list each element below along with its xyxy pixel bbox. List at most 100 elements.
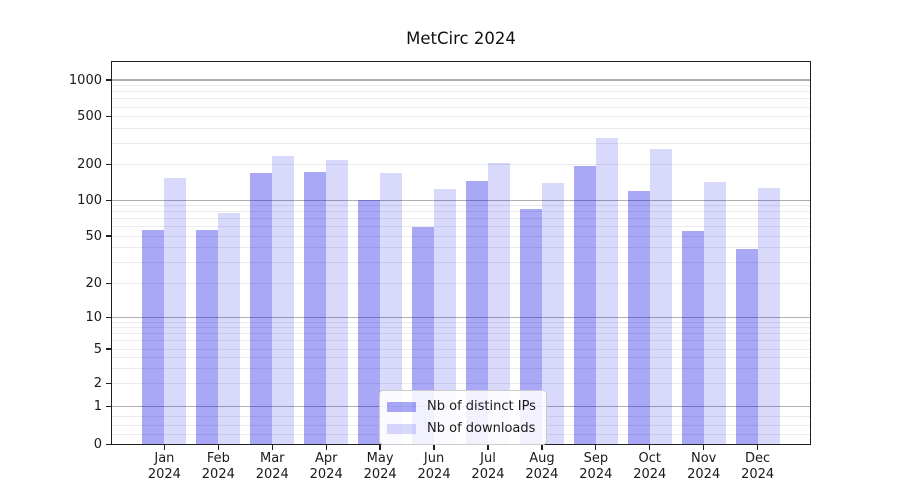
bar-downloads-dec xyxy=(757,187,780,444)
x-tick-label: Oct 2024 xyxy=(633,451,667,483)
legend-label: Nb of downloads xyxy=(427,421,536,436)
y-tick-mark xyxy=(106,348,111,350)
x-tick-label: Sep 2024 xyxy=(579,451,613,483)
bar-downloads-apr xyxy=(326,159,349,444)
gridline-minor xyxy=(112,235,810,237)
gridline-minor xyxy=(112,91,810,93)
gridline-minor xyxy=(112,98,810,100)
gridline-minor xyxy=(112,211,810,213)
bar-downloads-sep xyxy=(595,137,618,444)
bar-distinct-ips-sep xyxy=(573,165,596,444)
bar-distinct-ips-oct xyxy=(627,190,650,444)
x-tick-label: Dec 2024 xyxy=(741,451,775,483)
gridline-minor xyxy=(112,218,810,220)
x-tick-mark xyxy=(271,445,273,451)
bar-distinct-ips-apr xyxy=(304,171,327,444)
y-tick-label: 10 xyxy=(85,310,102,326)
gridline-minor xyxy=(112,106,810,108)
legend-swatch-downloads xyxy=(387,423,416,434)
gridline-minor xyxy=(112,261,810,263)
x-tick-mark xyxy=(703,445,705,451)
y-tick-label: 5 xyxy=(93,341,102,357)
y-tick-label: 100 xyxy=(77,192,102,208)
x-tick-mark xyxy=(433,445,435,451)
y-tick-mark xyxy=(106,235,111,237)
y-tick-label: 500 xyxy=(77,109,102,125)
gridline-minor xyxy=(112,382,810,384)
legend-swatch-distinct-ips xyxy=(387,401,416,412)
gridline-major xyxy=(112,317,810,319)
y-tick-label: 20 xyxy=(85,275,102,291)
legend: Nb of distinct IPs Nb of downloads xyxy=(379,390,547,445)
y-tick-label: 1000 xyxy=(68,72,102,88)
y-tick-mark xyxy=(106,163,111,166)
gridline-minor xyxy=(112,142,810,144)
y-tick-mark xyxy=(106,199,111,202)
y-tick-label: 1 xyxy=(93,399,102,415)
x-tick-label: Apr 2024 xyxy=(309,451,343,483)
x-tick-mark xyxy=(217,445,219,451)
y-tick-mark xyxy=(106,443,111,445)
gridline-major xyxy=(112,79,810,81)
x-tick-mark xyxy=(487,445,489,451)
bar-downloads-feb xyxy=(218,213,241,444)
legend-item: Nb of distinct IPs xyxy=(387,397,536,416)
y-tick-mark xyxy=(106,79,111,81)
bar-distinct-ips-jun xyxy=(412,227,435,444)
bar-downloads-aug xyxy=(541,183,564,444)
x-tick-label: Jun 2024 xyxy=(417,451,451,483)
gridline-minor xyxy=(112,116,810,118)
gridline-major xyxy=(112,199,810,201)
y-tick-label: 0 xyxy=(93,436,102,452)
y-tick-mark xyxy=(106,282,111,284)
x-tick-mark xyxy=(595,445,597,451)
x-tick-mark xyxy=(649,445,651,451)
y-tick-label: 2 xyxy=(93,375,102,391)
gridline-minor xyxy=(112,164,810,166)
bar-downloads-jan xyxy=(164,178,187,444)
gridline-minor xyxy=(112,356,810,358)
y-tick-mark xyxy=(106,382,111,384)
bar-downloads-may xyxy=(380,172,403,444)
x-tick-mark xyxy=(379,445,381,451)
bar-downloads-oct xyxy=(649,148,672,444)
x-tick-label: Mar 2024 xyxy=(255,451,289,483)
bar-downloads-jul xyxy=(487,162,510,444)
x-tick-label: May 2024 xyxy=(363,451,397,483)
y-tick-mark xyxy=(106,317,111,319)
bar-downloads-nov xyxy=(703,181,726,444)
x-tick-mark xyxy=(163,445,166,451)
x-tick-label: Jan 2024 xyxy=(147,451,181,483)
x-tick-label: Nov 2024 xyxy=(687,451,721,483)
y-tick-mark xyxy=(106,406,111,408)
bar-downloads-mar xyxy=(272,156,295,444)
bar-distinct-ips-mar xyxy=(250,172,273,444)
gridline-minor xyxy=(112,348,810,350)
x-tick-label: Feb 2024 xyxy=(201,451,235,483)
gridline-minor xyxy=(112,247,810,249)
gridline-minor xyxy=(112,321,810,323)
x-tick-label: Aug 2024 xyxy=(525,451,559,483)
gridline-minor xyxy=(112,226,810,228)
bar-downloads-jun xyxy=(434,189,457,444)
bar-distinct-ips-feb xyxy=(196,230,219,444)
x-tick-mark xyxy=(756,445,759,451)
y-tick-label: 50 xyxy=(85,228,102,244)
gridline-minor xyxy=(112,282,810,284)
legend-item: Nb of downloads xyxy=(387,419,536,438)
gridline-minor xyxy=(112,327,810,329)
bar-distinct-ips-aug xyxy=(519,209,542,444)
x-tick-label: Jul 2024 xyxy=(471,451,505,483)
gridline-minor xyxy=(112,127,810,129)
bar-distinct-ips-jan xyxy=(142,230,165,444)
x-tick-mark xyxy=(325,445,327,451)
bar-distinct-ips-jul xyxy=(465,181,488,444)
chart-title: MetCirc 2024 xyxy=(406,29,516,48)
bar-distinct-ips-dec xyxy=(735,248,758,444)
y-tick-label: 200 xyxy=(77,157,102,173)
y-tick-mark xyxy=(106,116,111,118)
bar-distinct-ips-may xyxy=(358,200,381,444)
x-tick-mark xyxy=(541,445,543,451)
gridline-minor xyxy=(112,340,810,342)
